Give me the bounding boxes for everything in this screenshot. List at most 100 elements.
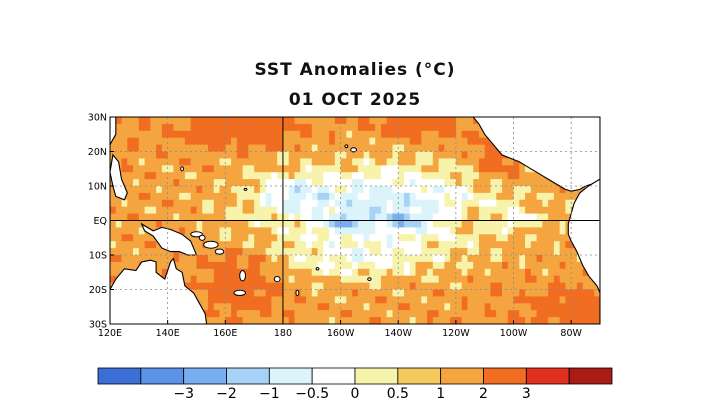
sst-anomaly-cell <box>409 213 417 222</box>
sst-anomaly-cell <box>127 227 134 235</box>
sst-anomaly-cell <box>121 213 128 222</box>
sst-anomaly-cell <box>248 220 255 228</box>
colorbar-swatch <box>268 367 313 385</box>
sst-anomaly-cell <box>478 282 486 291</box>
sst-anomaly-cell <box>404 296 411 304</box>
sst-anomaly-cell <box>259 192 267 201</box>
sst-anomaly-cell <box>496 186 503 194</box>
sst-anomaly-cell <box>340 220 347 228</box>
sst-anomaly-cell <box>254 186 261 194</box>
sst-anomaly-cell <box>179 158 186 166</box>
sst-anomaly-cell <box>231 206 238 215</box>
sst-anomaly-cell <box>236 255 244 263</box>
sst-anomaly-cell <box>398 144 405 153</box>
sst-anomaly-cell <box>548 296 555 304</box>
lon-tick-label: 160E <box>213 328 237 339</box>
sst-anomaly-cell <box>225 303 232 311</box>
sst-anomaly-cell <box>502 317 509 324</box>
sst-anomaly-cell <box>133 117 140 125</box>
sst-anomaly-cell <box>110 199 117 208</box>
sst-anomaly-cell <box>306 213 313 222</box>
sst-anomaly-cell <box>277 220 284 228</box>
sst-anomaly-cell <box>184 186 192 194</box>
sst-anomaly-cell <box>317 172 324 180</box>
sst-anomaly-cell <box>242 261 249 270</box>
sst-anomaly-cell <box>242 303 249 311</box>
sst-anomaly-cell <box>404 151 411 159</box>
sst-anomaly-cell <box>184 137 192 146</box>
sst-anomaly-cell <box>150 165 157 173</box>
sst-anomaly-cell <box>536 255 543 263</box>
sst-anomaly-cell <box>542 220 549 228</box>
sst-anomaly-cell <box>144 220 151 228</box>
sst-anomaly-cell <box>421 317 428 324</box>
sst-anomaly-cell <box>271 117 278 125</box>
sst-anomaly-cell <box>317 303 324 311</box>
sst-anomaly-cell <box>444 268 451 277</box>
sst-anomaly-cell <box>461 227 469 235</box>
sst-anomaly-cell <box>478 275 486 284</box>
sst-anomaly-cell <box>329 144 336 153</box>
sst-anomaly-cell <box>490 158 497 166</box>
sst-anomaly-cell <box>340 206 347 215</box>
sst-anomaly-cell <box>150 199 157 208</box>
sst-anomaly-cell <box>392 130 399 139</box>
sst-anomaly-cell <box>542 248 549 256</box>
sst-anomaly-cell <box>392 137 399 146</box>
sst-anomaly-cell <box>213 255 221 263</box>
sst-anomaly-cell <box>334 137 342 146</box>
sst-anomaly-cell <box>565 268 572 277</box>
sst-anomaly-cell <box>530 282 538 291</box>
lon-tick-label: 140W <box>384 328 412 339</box>
sst-anomaly-cell <box>184 261 192 270</box>
sst-anomaly-cell <box>507 241 515 249</box>
sst-anomaly-cell <box>404 241 411 249</box>
sst-anomaly-cell <box>467 289 474 297</box>
sst-anomaly-cell <box>259 296 267 304</box>
sst-anomaly-cell <box>306 220 313 228</box>
sst-anomaly-cell <box>225 275 232 284</box>
sst-anomaly-cell <box>121 220 128 228</box>
sst-anomaly-cell <box>502 192 509 201</box>
sst-anomaly-cell <box>115 151 123 159</box>
sst-anomaly-cell <box>265 255 273 263</box>
island-land <box>190 231 203 238</box>
sst-anomaly-cell <box>386 268 394 277</box>
sst-anomaly-cell <box>323 255 330 263</box>
sst-anomaly-cell <box>127 213 134 222</box>
sst-anomaly-cell <box>432 172 440 180</box>
sst-anomaly-cell <box>380 199 388 208</box>
sst-anomaly-cell <box>282 123 290 132</box>
sst-anomaly-cell <box>530 186 538 194</box>
sst-anomaly-cell <box>282 317 290 324</box>
sst-anomaly-cell <box>231 268 238 277</box>
sst-anomaly-cell <box>432 130 440 139</box>
sst-anomaly-cell <box>288 172 296 180</box>
sst-anomaly-cell <box>208 248 215 256</box>
sst-anomaly-cell <box>300 248 307 256</box>
sst-anomaly-cell <box>392 199 399 208</box>
sst-anomaly-cell <box>323 296 330 304</box>
sst-anomaly-cell <box>144 144 151 153</box>
sst-anomaly-cell <box>184 172 192 180</box>
sst-anomaly-cell <box>311 282 319 291</box>
sst-anomaly-cell <box>110 255 117 263</box>
sst-anomaly-cell <box>133 199 140 208</box>
sst-anomaly-cell <box>115 241 123 249</box>
sst-anomaly-cell <box>427 275 434 284</box>
sst-anomaly-cell <box>392 165 399 173</box>
sst-anomaly-cell <box>121 261 128 270</box>
sst-anomaly-cell <box>357 310 365 318</box>
sst-anomaly-cell <box>507 310 515 318</box>
sst-anomaly-cell <box>398 296 405 304</box>
sst-anomaly-cell <box>317 248 324 256</box>
sst-anomaly-cell <box>519 282 526 291</box>
sst-anomaly-cell <box>219 186 226 194</box>
sst-anomaly-cell <box>455 275 463 284</box>
sst-anomaly-cell <box>231 261 238 270</box>
sst-anomaly-cell <box>208 289 215 297</box>
sst-anomaly-cell <box>519 179 526 187</box>
sst-anomaly-cell <box>311 165 319 173</box>
sst-anomaly-cell <box>363 186 371 194</box>
sst-anomaly-cell <box>565 199 572 208</box>
